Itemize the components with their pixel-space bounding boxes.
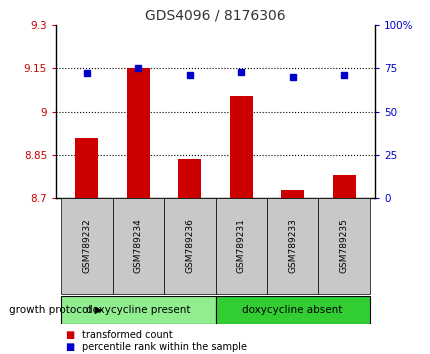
Bar (332, 175, 355, 198)
Bar (126, 68, 150, 198)
Bar (112, 198, 164, 294)
Text: GSM789232: GSM789232 (82, 219, 91, 273)
Text: ■: ■ (64, 330, 74, 339)
Text: GDS4096 / 8176306: GDS4096 / 8176306 (145, 9, 285, 23)
Bar (61, 198, 112, 294)
Bar (215, 296, 369, 324)
Bar (164, 198, 215, 294)
Text: GSM789233: GSM789233 (288, 218, 296, 274)
Text: doxycycline absent: doxycycline absent (242, 305, 342, 315)
Text: GSM789235: GSM789235 (339, 218, 348, 274)
Bar (178, 159, 201, 198)
Text: ■: ■ (64, 342, 74, 352)
Bar (61, 296, 215, 324)
Bar (229, 96, 252, 198)
Bar (266, 198, 318, 294)
Text: GSM789234: GSM789234 (134, 219, 142, 273)
Bar (215, 198, 266, 294)
Text: growth protocol ▶: growth protocol ▶ (9, 305, 102, 315)
Bar (280, 190, 304, 198)
Text: doxycycline present: doxycycline present (86, 305, 190, 315)
Text: percentile rank within the sample: percentile rank within the sample (82, 342, 246, 352)
Text: transformed count: transformed count (82, 330, 172, 339)
Text: GSM789231: GSM789231 (236, 218, 245, 274)
Bar (75, 137, 98, 198)
Text: GSM789236: GSM789236 (185, 218, 194, 274)
Bar (318, 198, 369, 294)
